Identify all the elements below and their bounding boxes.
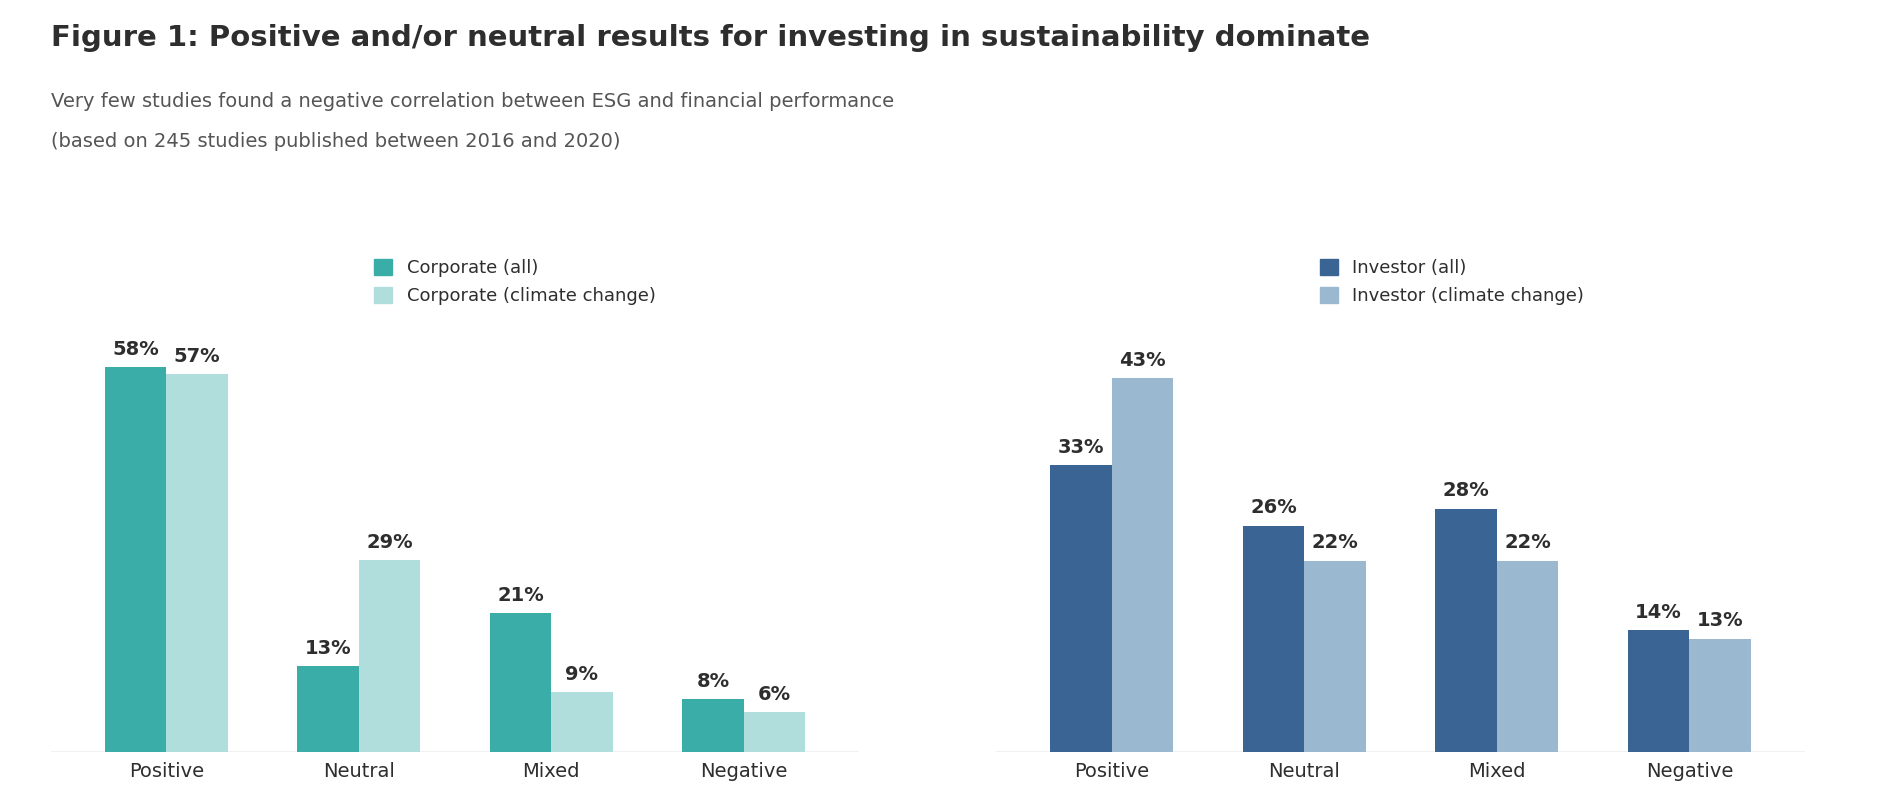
Bar	[1051, 466, 1111, 752]
Text: 9%: 9%	[566, 666, 598, 684]
Text: 26%: 26%	[1250, 498, 1297, 518]
Bar	[1690, 639, 1750, 752]
Text: 8%: 8%	[696, 672, 729, 691]
Bar	[1111, 378, 1173, 752]
Bar	[1628, 630, 1690, 752]
Bar	[1434, 509, 1496, 752]
Text: 6%: 6%	[758, 686, 791, 704]
Bar	[489, 613, 551, 752]
Text: 28%: 28%	[1442, 481, 1489, 500]
Text: (based on 245 studies published between 2016 and 2020): (based on 245 studies published between …	[51, 132, 620, 151]
Bar	[1496, 561, 1559, 752]
Bar	[551, 692, 613, 752]
Text: 33%: 33%	[1058, 438, 1104, 457]
Legend: Investor (all), Investor (climate change): Investor (all), Investor (climate change…	[1312, 252, 1592, 312]
Legend: Corporate (all), Corporate (climate change): Corporate (all), Corporate (climate chan…	[367, 252, 664, 312]
Bar	[165, 374, 227, 752]
Bar	[744, 712, 805, 752]
Bar	[105, 367, 165, 752]
Bar	[1243, 526, 1305, 752]
Text: Very few studies found a negative correlation between ESG and financial performa: Very few studies found a negative correl…	[51, 92, 893, 111]
Text: 13%: 13%	[305, 639, 352, 658]
Text: 58%: 58%	[113, 341, 158, 359]
Text: 13%: 13%	[1698, 611, 1743, 630]
Text: 57%: 57%	[173, 347, 220, 366]
Text: Figure 1: Positive and/or neutral results for investing in sustainability domina: Figure 1: Positive and/or neutral result…	[51, 24, 1371, 52]
Text: 29%: 29%	[367, 533, 414, 552]
Text: 43%: 43%	[1119, 350, 1166, 370]
Bar	[359, 560, 421, 752]
Bar	[682, 699, 744, 752]
Text: 22%: 22%	[1312, 533, 1359, 552]
Bar	[297, 666, 359, 752]
Text: 14%: 14%	[1636, 602, 1683, 622]
Bar	[1305, 561, 1367, 752]
Text: 21%: 21%	[496, 586, 543, 605]
Text: 22%: 22%	[1504, 533, 1551, 552]
